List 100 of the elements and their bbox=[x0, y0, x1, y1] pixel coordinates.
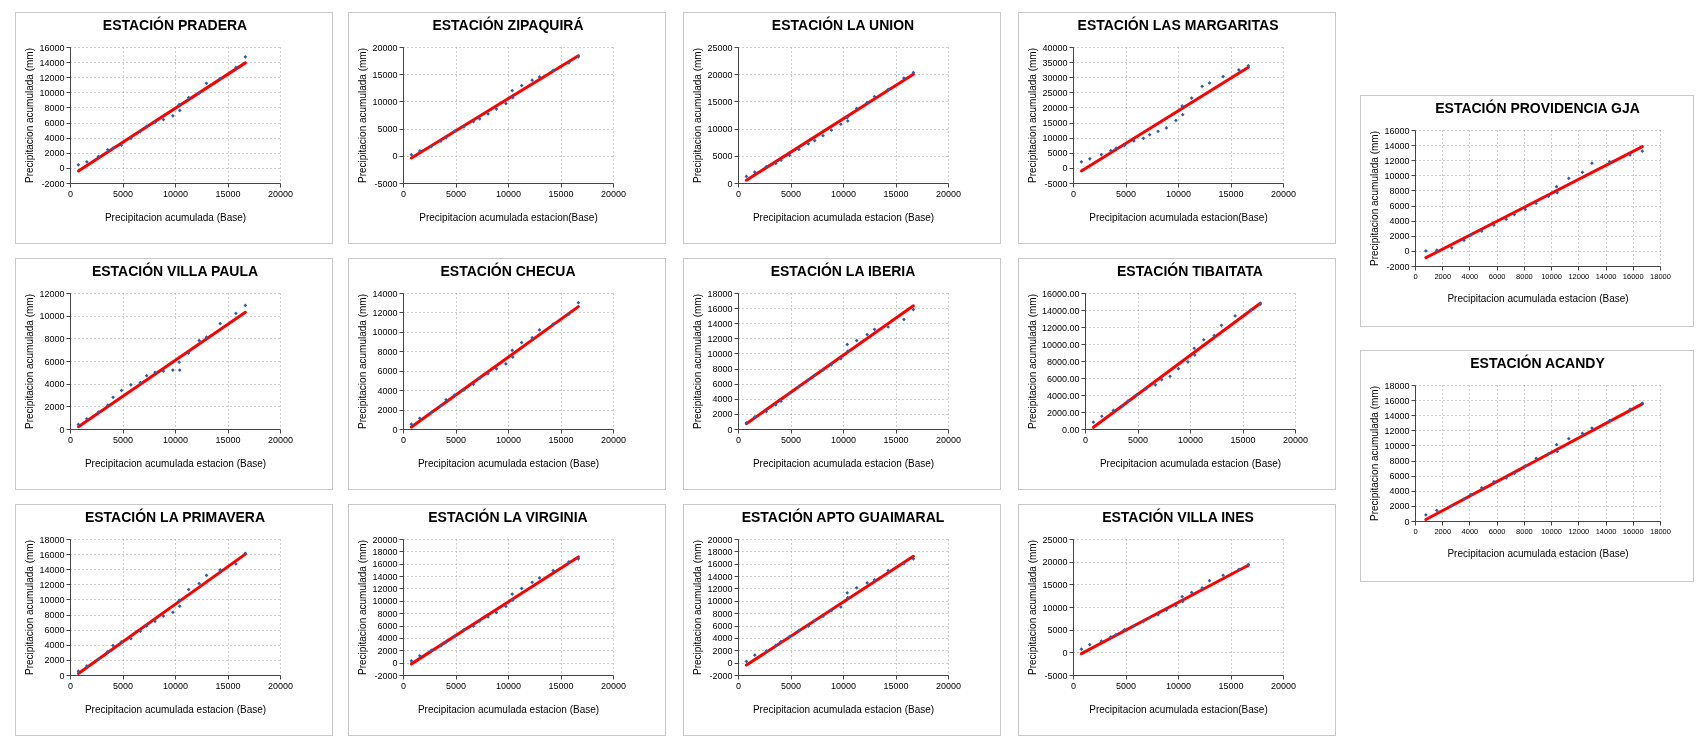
point bbox=[1534, 201, 1539, 206]
chart-title: ESTACIÓN LA IBERIA bbox=[770, 262, 916, 279]
x-axis-title: Precipitacion acumulada estacion(Base) bbox=[1089, 211, 1268, 223]
y-axis-title: Precipitacion acumulada (mm) bbox=[692, 47, 704, 184]
x-tick-label: 5000 bbox=[445, 434, 467, 445]
x-tick-label: 15000 bbox=[883, 680, 909, 691]
x-tick-label: 10000 bbox=[1165, 680, 1192, 691]
point bbox=[567, 312, 571, 317]
y-tick-label: 0 bbox=[392, 424, 398, 435]
point bbox=[504, 604, 508, 609]
point bbox=[829, 362, 834, 367]
point bbox=[1554, 442, 1559, 447]
point bbox=[821, 614, 825, 619]
y-tick-label: 4000 bbox=[44, 133, 65, 144]
y-tick-label: 6000 bbox=[712, 621, 733, 632]
y-tick-label: 8000 bbox=[1389, 456, 1410, 467]
point bbox=[119, 639, 124, 644]
point bbox=[234, 65, 238, 70]
y-tick-label: 12000 bbox=[39, 579, 65, 590]
y-tick-label: -5000 bbox=[1044, 670, 1068, 681]
point bbox=[806, 378, 811, 382]
y-tick-label: 16000 bbox=[707, 559, 733, 570]
x-tick-label: 10000 bbox=[1165, 188, 1192, 199]
point bbox=[845, 119, 850, 123]
y-tick-label: 18000 bbox=[707, 288, 733, 299]
point bbox=[1200, 84, 1205, 89]
point bbox=[865, 332, 870, 337]
y-tick-label: 14000 bbox=[707, 318, 733, 329]
x-tick-label: 0 bbox=[735, 680, 742, 691]
point bbox=[576, 54, 581, 59]
point bbox=[1189, 96, 1194, 100]
point bbox=[1546, 451, 1551, 456]
x-axis-title: Precipitacion acumulada estacion (Base) bbox=[417, 457, 600, 469]
point bbox=[1099, 639, 1104, 643]
x-tick-label: 20000 bbox=[267, 434, 294, 445]
y-tick-label: 5000 bbox=[1047, 148, 1068, 159]
point bbox=[839, 122, 843, 127]
y-tick-label: 20000 bbox=[372, 42, 398, 53]
y-axis-title: Precipitacion acumulada (mm) bbox=[357, 47, 369, 184]
point bbox=[1192, 353, 1197, 357]
chart-title: ESTACIÓN ACANDY bbox=[1470, 354, 1606, 371]
point bbox=[504, 101, 508, 106]
point bbox=[1434, 508, 1439, 513]
x-axis-title: Precipitacion acumulada estacion (Base) bbox=[752, 703, 935, 715]
y-tick-label: 14000.00 bbox=[1041, 305, 1080, 316]
point bbox=[1120, 404, 1125, 408]
x-tick-label: 0 bbox=[400, 680, 407, 691]
y-tick-label: 2000 bbox=[44, 148, 65, 159]
point bbox=[204, 81, 209, 86]
y-tick-label: 6000 bbox=[1389, 471, 1410, 482]
x-tick-label: 20000 bbox=[935, 680, 962, 691]
x-tick-label: 0 bbox=[67, 188, 74, 199]
y-tick-label: 2000.00 bbox=[1046, 407, 1080, 418]
point bbox=[902, 561, 906, 566]
point bbox=[409, 422, 414, 427]
point bbox=[96, 657, 101, 661]
x-tick-label: 5000 bbox=[112, 680, 134, 691]
y-tick-label: 0 bbox=[59, 670, 65, 681]
y-tick-label: 20000 bbox=[1042, 102, 1068, 113]
chart-title: ESTACIÓN VILLA PAULA bbox=[91, 262, 259, 279]
point bbox=[744, 421, 749, 425]
y-tick-label: 16000 bbox=[707, 303, 733, 314]
y-tick-label: 16000.00 bbox=[1041, 288, 1080, 299]
x-tick-label: 20000 bbox=[267, 188, 294, 199]
y-tick-label: 4000.00 bbox=[1046, 390, 1080, 401]
y-axis-title: Precipitacion acumulada (mm) bbox=[1026, 293, 1038, 430]
point bbox=[197, 338, 202, 343]
point bbox=[452, 393, 457, 397]
point bbox=[1566, 176, 1571, 181]
point bbox=[1087, 642, 1092, 647]
y-tick-label: 14000 bbox=[372, 571, 398, 582]
x-tick-label: 5000 bbox=[112, 434, 134, 445]
y-tick-label: 15000 bbox=[1042, 579, 1068, 590]
point bbox=[787, 153, 792, 158]
y-tick-label: -2000 bbox=[41, 178, 65, 189]
point bbox=[773, 161, 778, 166]
point bbox=[1189, 590, 1194, 595]
y-tick-label: 6000 bbox=[712, 379, 733, 390]
chart-title: ESTACIÓN APTO GUAIMARAL bbox=[741, 508, 945, 525]
y-tick-label: 4000 bbox=[712, 633, 733, 644]
point bbox=[1168, 374, 1172, 379]
point bbox=[797, 384, 801, 389]
point bbox=[806, 624, 811, 629]
x-tick-label: 5000 bbox=[1115, 680, 1137, 691]
y-axis-title: Precipitacion acumulada (mm) bbox=[692, 293, 704, 430]
point bbox=[1091, 420, 1096, 425]
point bbox=[1180, 594, 1185, 599]
point bbox=[1079, 159, 1084, 164]
y-tick-label: 6000 bbox=[44, 118, 65, 129]
y-tick-label: 0 bbox=[1062, 163, 1068, 174]
x-tick-label: 15000 bbox=[215, 680, 241, 691]
point bbox=[1258, 302, 1263, 306]
y-tick-label: 10000 bbox=[372, 596, 398, 607]
x-tick-label: 10000 bbox=[830, 680, 857, 691]
y-tick-label: 25000 bbox=[707, 42, 733, 53]
point bbox=[1153, 382, 1158, 387]
x-tick-label: 0 bbox=[735, 188, 742, 199]
y-tick-label: 0 bbox=[727, 178, 733, 189]
y-tick-label: 12000 bbox=[39, 72, 65, 83]
x-tick-label: 10000 bbox=[495, 188, 522, 199]
